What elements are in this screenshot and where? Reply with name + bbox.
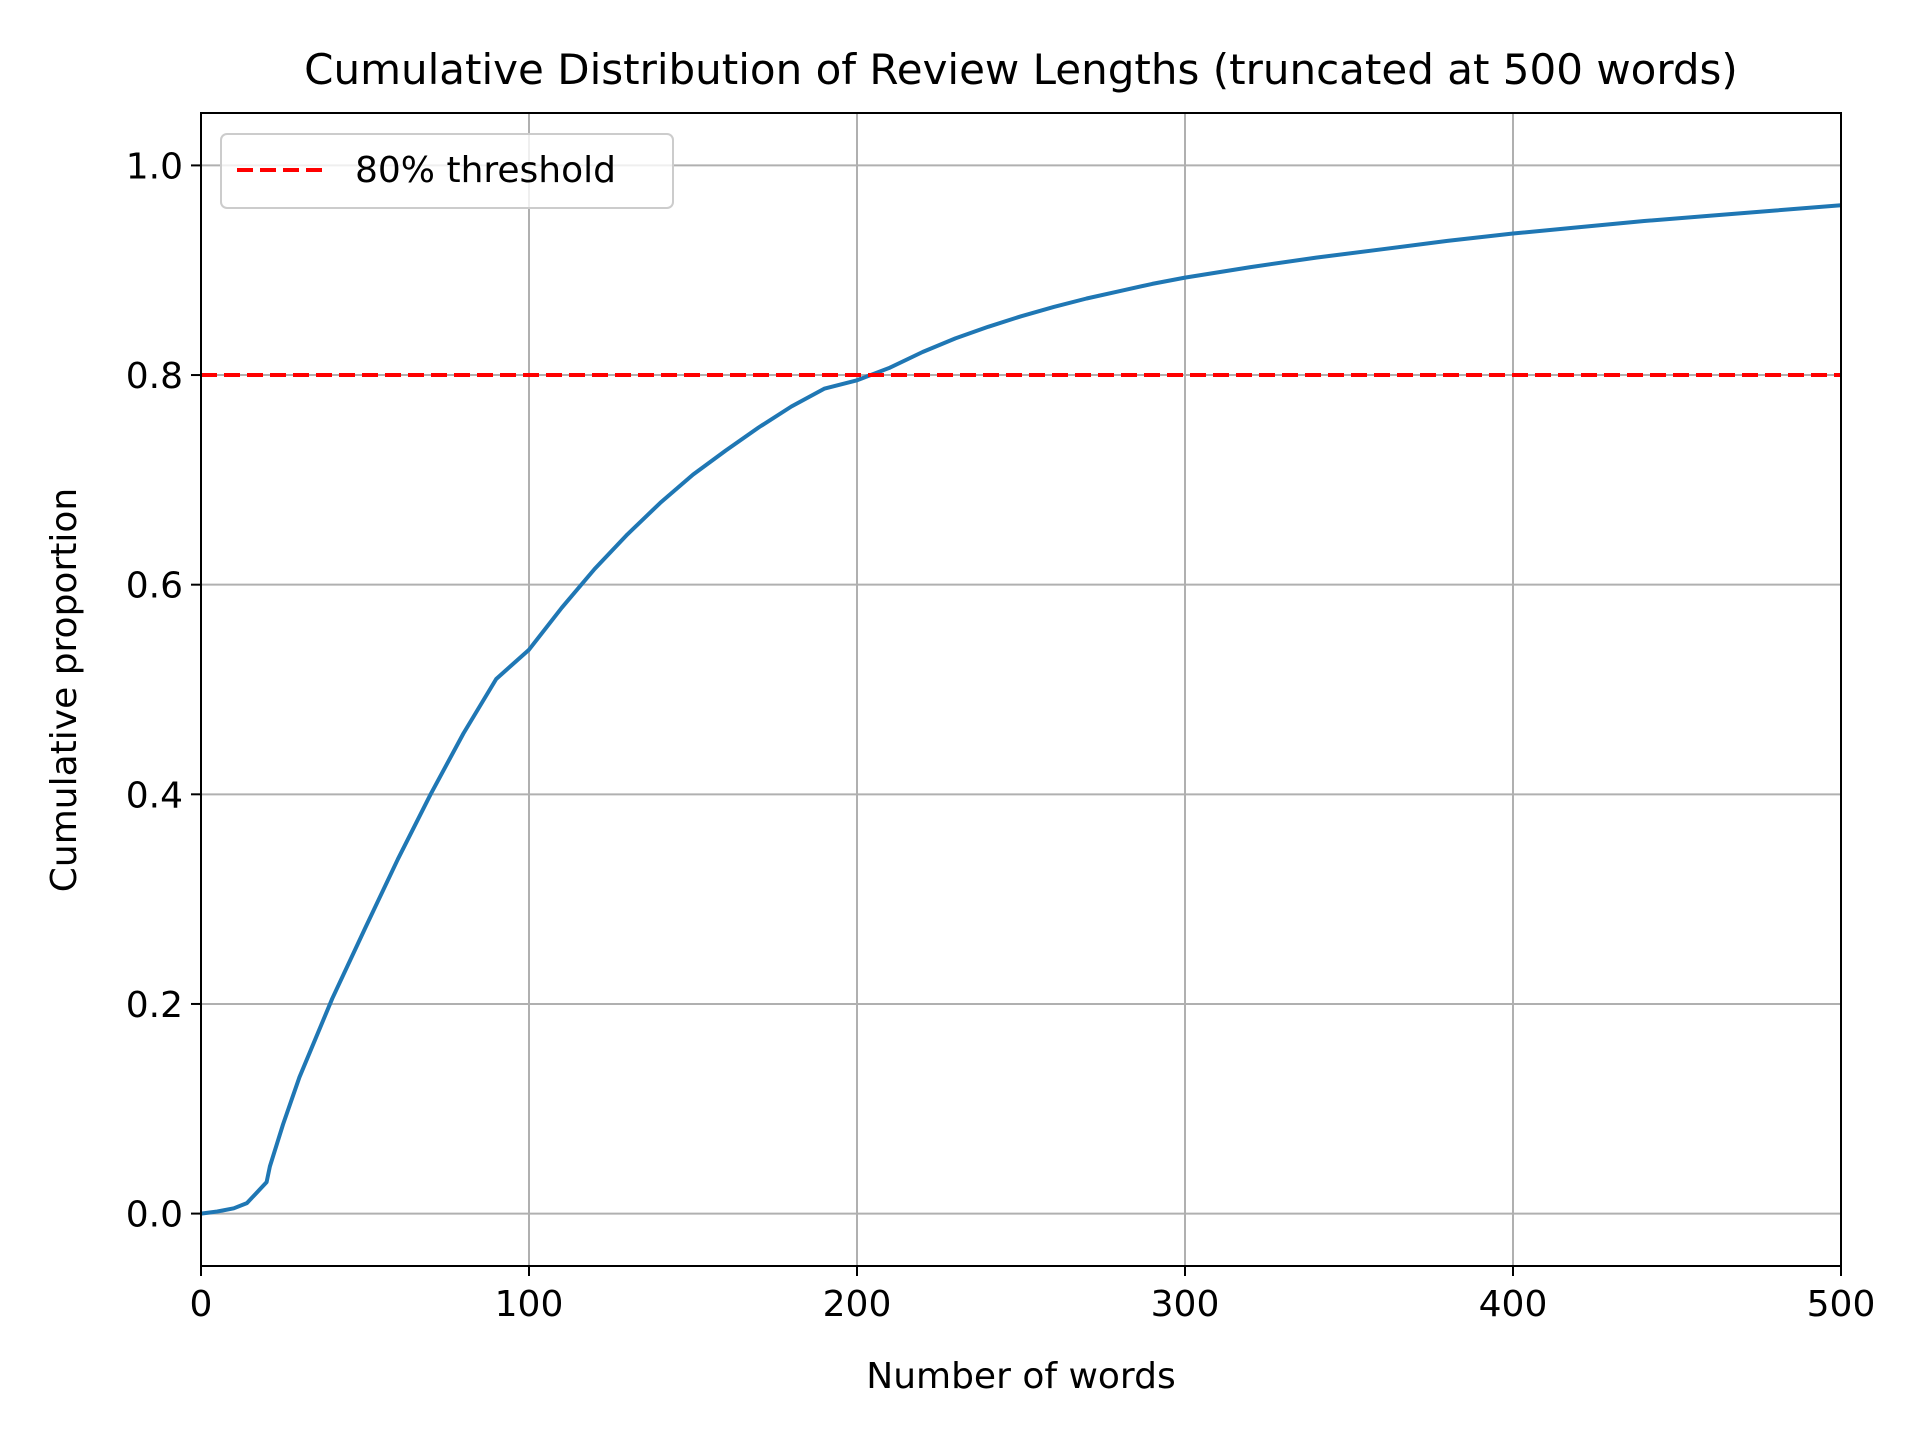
series-layer xyxy=(200,203,1842,1216)
x-axis-label: Number of words xyxy=(866,1356,1175,1397)
chart-title: Cumulative Distribution of Review Length… xyxy=(304,45,1738,94)
x-tick-label: 300 xyxy=(1151,1284,1220,1325)
x-tick-label: 0 xyxy=(190,1284,213,1325)
x-tick-label: 200 xyxy=(823,1284,892,1325)
x-tick-label: 500 xyxy=(1807,1284,1876,1325)
plot-area-frame xyxy=(200,112,1842,1267)
legend: 80% threshold xyxy=(220,133,674,209)
y-tick-label: 0.2 xyxy=(126,985,183,1026)
y-tick-label: 0.0 xyxy=(126,1195,183,1236)
cdf-line xyxy=(200,203,1842,1216)
y-tick-label: 1.0 xyxy=(126,146,183,187)
axis-ticks: 0 100 200 300 400 500 0.0 0.2 0.4 0.6 0.8 1.0 xyxy=(126,146,1876,1325)
x-tick-label: 100 xyxy=(495,1284,564,1325)
x-tick-label: 400 xyxy=(1479,1284,1548,1325)
y-tick-label: 0.8 xyxy=(126,356,183,397)
legend-box xyxy=(220,133,674,209)
legend-label-threshold: 80% threshold xyxy=(355,150,616,191)
y-tick-label: 0.4 xyxy=(126,775,183,816)
y-tick-label: 0.6 xyxy=(126,566,183,607)
y-axis-label: Cumulative proportion xyxy=(44,488,85,892)
